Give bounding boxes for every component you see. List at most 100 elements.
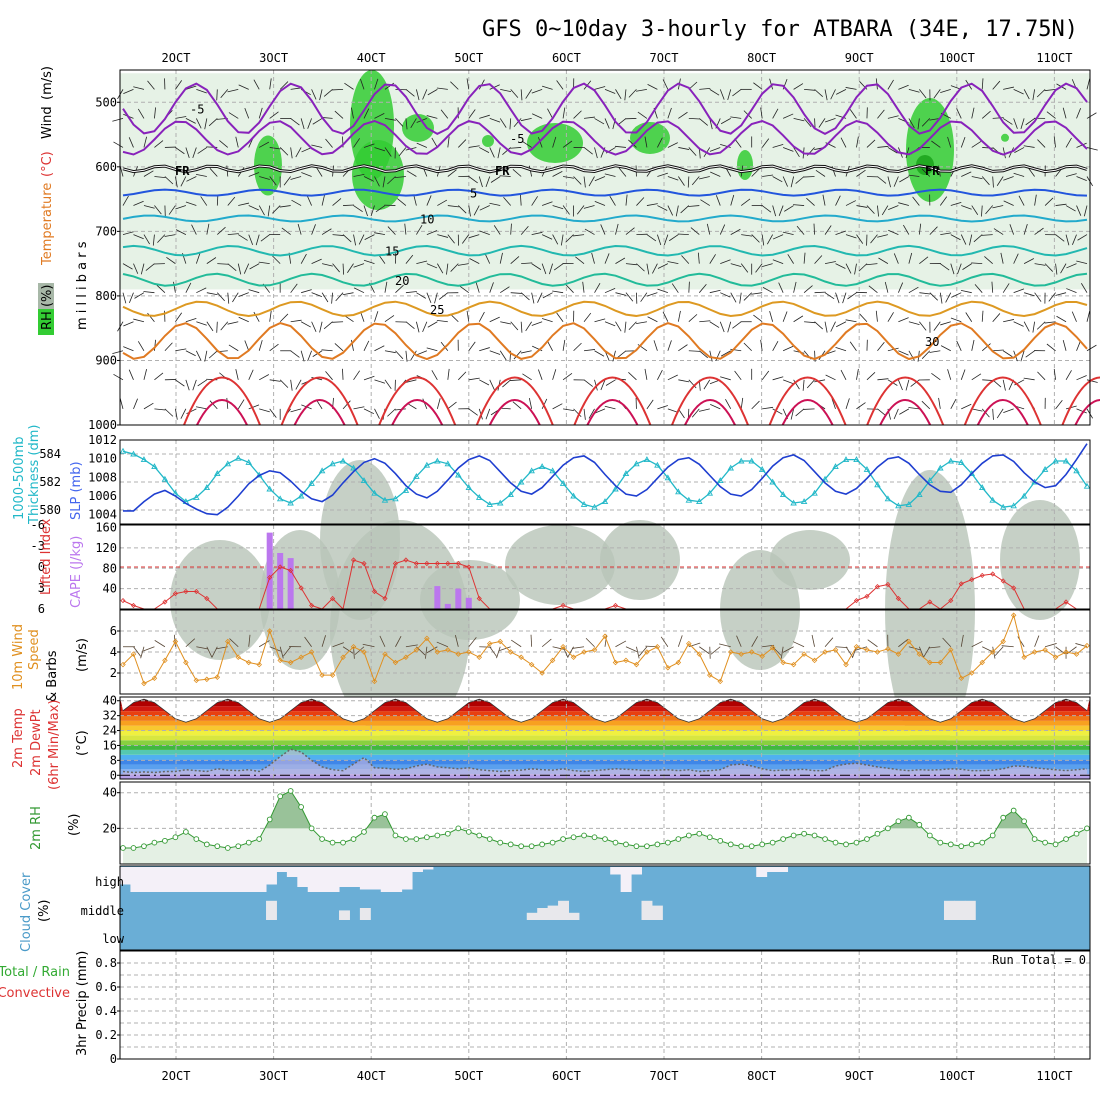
barb-7-525	[195, 118, 202, 129]
high-cloud-48	[620, 867, 632, 892]
mid-cloud-14	[266, 900, 277, 920]
barb-78-840	[933, 321, 941, 331]
barb-50-840	[636, 321, 647, 325]
barb-50-930	[644, 368, 648, 380]
barb-13-885	[258, 340, 263, 351]
barb-11-660	[238, 202, 250, 206]
thickness-pt-12	[245, 458, 253, 465]
barb-54-840	[688, 314, 698, 323]
barb-65-930	[802, 379, 805, 391]
barb-18-570	[301, 147, 312, 153]
thickness-pt-15	[276, 495, 284, 502]
mid-cloud-51	[651, 905, 663, 920]
barb-63-660	[778, 205, 784, 216]
thickness-pt-39	[528, 467, 535, 474]
high-cloud-7	[193, 867, 204, 892]
barb-15-840	[279, 313, 289, 323]
barb-1-705	[133, 234, 144, 240]
thickness-pt-71	[863, 465, 871, 472]
barb-42-795	[552, 290, 564, 294]
barb-52-660	[667, 205, 674, 216]
barb-8-795	[206, 292, 218, 296]
barb-63-615	[782, 176, 788, 187]
barb-39-885	[520, 350, 532, 354]
thickness-pt-73	[884, 495, 892, 502]
wind10m-pt-52	[665, 664, 671, 671]
chart-title: GFS 0~10day 3-hourly for ATBARA (34E, 17…	[482, 17, 1078, 42]
rh2m-pt-83	[989, 832, 996, 839]
barb-89-930	[1053, 368, 1056, 380]
barb-12-525	[244, 107, 250, 119]
thickness-pt-8	[203, 484, 211, 491]
barb-68-840	[830, 321, 836, 332]
barb-31-480	[436, 87, 448, 90]
bottom-date-9: 11OCT	[1036, 1069, 1072, 1083]
rh2m-pt-31	[444, 830, 451, 837]
sfc-barb-55	[699, 646, 710, 654]
rh2m-pt-86	[1021, 818, 1027, 825]
barb-6-705	[175, 229, 187, 235]
barb-31-570	[447, 136, 450, 148]
barb-4-975	[164, 408, 174, 417]
wind10m-pt-18	[308, 649, 315, 655]
rh2m-pt-21	[340, 839, 346, 846]
barb-54-660	[680, 205, 690, 214]
barb-24-615	[374, 176, 380, 187]
barb-15-930	[279, 379, 289, 388]
barb-10-660	[227, 196, 236, 206]
barb-1-750	[133, 263, 139, 274]
mid-cloud-42	[558, 900, 569, 920]
thickness-pt-55	[696, 498, 703, 505]
barb-25-525	[384, 118, 396, 121]
rh2m-pt-79	[947, 841, 954, 848]
barb-27-795	[405, 291, 417, 294]
thickness-pt-46	[601, 498, 609, 505]
barb-38-615	[512, 168, 522, 177]
barb-14-705	[260, 234, 270, 242]
barb-90-705	[1065, 234, 1070, 246]
barb-41-525	[547, 108, 553, 119]
barb-7-930	[192, 379, 197, 391]
barb-8-525	[204, 118, 208, 130]
mid-cloud-40	[537, 908, 549, 920]
barb-65-750	[803, 252, 806, 264]
barb-48-570	[614, 145, 626, 148]
barb-78-705	[940, 232, 952, 235]
barb-8-615	[195, 174, 207, 177]
barb-85-795	[1013, 288, 1025, 294]
barb-50-795	[640, 292, 648, 302]
sfc-barb-15	[279, 646, 284, 659]
barb-5-480	[175, 80, 183, 90]
barb-85-660	[1003, 200, 1014, 206]
barb-47-840	[615, 321, 622, 332]
barb-69-930	[840, 369, 847, 380]
rh2m-pt-75	[906, 814, 912, 821]
barb-34-840	[478, 311, 485, 322]
barb-3-750	[145, 263, 155, 271]
barb-12-705	[248, 234, 254, 246]
barb-27-975	[394, 408, 406, 411]
barb-61-570	[761, 138, 770, 148]
barb-67-930	[814, 379, 826, 383]
barb-22-480	[344, 82, 354, 90]
barb-49-480	[628, 89, 637, 98]
barb-18-525	[307, 118, 312, 129]
barb-22-615	[353, 174, 365, 177]
barb-64-480	[793, 83, 804, 90]
hot-arch-6	[781, 399, 834, 426]
barb-66-660	[806, 197, 815, 206]
high-cloud-1	[130, 867, 142, 892]
wind10m-pt-92	[1084, 642, 1090, 649]
barb-17-525	[300, 118, 305, 130]
thickness-pt-72	[874, 481, 881, 488]
barb-32-930	[458, 371, 467, 381]
barb-1-795	[128, 292, 134, 304]
barb-82-750	[971, 262, 983, 265]
barb-7-750	[195, 253, 201, 264]
rh2m-pt-10	[224, 845, 231, 851]
temp2m-unit-ylabel: (°C)	[75, 730, 90, 756]
lifted-pt-14	[267, 574, 273, 581]
barb-8-570	[197, 147, 208, 154]
barb-0-570	[113, 141, 124, 148]
rh2m-pt-80	[958, 843, 965, 850]
